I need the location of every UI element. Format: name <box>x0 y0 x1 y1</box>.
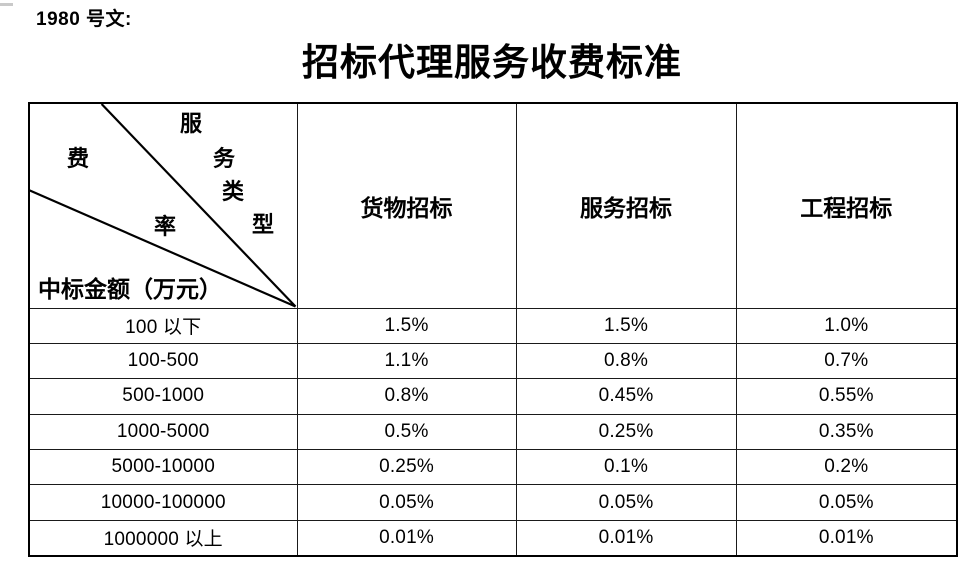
rate-cell: 1.0% <box>735 307 958 344</box>
page-title: 招标代理服务收费标准 <box>302 43 682 84</box>
table-header-row: 服 务 类 型 费 率 中标金额（万元） 货物招标 服务招标 工程招标 <box>28 102 958 309</box>
rate-cell: 0.05% <box>735 484 958 521</box>
table-row: 10000-100000 0.05% 0.05% 0.05% <box>28 484 958 521</box>
rate-cell: 0.45% <box>515 378 737 415</box>
rate-cell: 0.25% <box>296 449 517 486</box>
amount-range-cell: 1000-5000 <box>28 413 298 451</box>
rate-cell: 0.01% <box>296 519 517 557</box>
rate-cell: 0.25% <box>515 413 737 451</box>
table-row: 500-1000 0.8% 0.45% 0.55% <box>28 378 958 415</box>
rate-cell: 0.01% <box>735 519 958 557</box>
amount-range-cell: 500-1000 <box>28 378 298 415</box>
column-header-goods: 货物招标 <box>296 102 517 309</box>
diagonal-divider-lines <box>30 104 296 307</box>
corner-fee-rate-char: 费 <box>67 146 90 171</box>
table-row: 1000-5000 0.5% 0.25% 0.35% <box>28 413 958 451</box>
rate-cell: 0.1% <box>515 449 737 486</box>
amount-range-cell: 100-500 <box>28 342 298 380</box>
rate-cell: 1.1% <box>296 342 517 380</box>
table-row: 100-500 1.1% 0.8% 0.7% <box>28 342 958 380</box>
amount-range-cell: 10000-100000 <box>28 484 298 521</box>
rate-cell: 0.55% <box>735 378 958 415</box>
rate-cell: 0.05% <box>296 484 517 521</box>
rate-cell: 0.2% <box>735 449 958 486</box>
rate-cell: 1.5% <box>296 307 517 344</box>
amount-range-cell: 1000000 以上 <box>28 519 298 557</box>
fee-standard-table: 服 务 类 型 费 率 中标金额（万元） 货物招标 服务招标 工程招标 100 … <box>28 102 958 557</box>
table-corner-cell: 服 务 类 型 费 率 中标金额（万元） <box>28 102 298 309</box>
corner-fee-rate-char: 率 <box>154 214 177 239</box>
column-header-services: 服务招标 <box>515 102 737 309</box>
rate-cell: 0.8% <box>515 342 737 380</box>
table-row: 100 以下 1.5% 1.5% 1.0% <box>28 307 958 344</box>
stray-scan-mark <box>0 3 13 6</box>
amount-range-cell: 5000-10000 <box>28 449 298 486</box>
table-row: 1000000 以上 0.01% 0.01% 0.01% <box>28 519 958 557</box>
corner-service-type-char: 类 <box>222 179 245 204</box>
rate-cell: 0.01% <box>515 519 737 557</box>
rate-cell: 0.05% <box>515 484 737 521</box>
column-header-engineering: 工程招标 <box>735 102 958 309</box>
corner-service-type-char: 服 <box>180 111 203 136</box>
document-number-label: 1980 号文: <box>36 9 132 30</box>
corner-service-type-char: 务 <box>213 146 236 171</box>
rate-cell: 0.35% <box>735 413 958 451</box>
rate-cell: 0.7% <box>735 342 958 380</box>
corner-amount-label: 中标金额（万元） <box>38 277 222 302</box>
rate-cell: 1.5% <box>515 307 737 344</box>
amount-range-cell: 100 以下 <box>28 307 298 344</box>
corner-service-type-char: 型 <box>252 212 275 237</box>
table-row: 5000-10000 0.25% 0.1% 0.2% <box>28 449 958 486</box>
rate-cell: 0.5% <box>296 413 517 451</box>
rate-cell: 0.8% <box>296 378 517 415</box>
